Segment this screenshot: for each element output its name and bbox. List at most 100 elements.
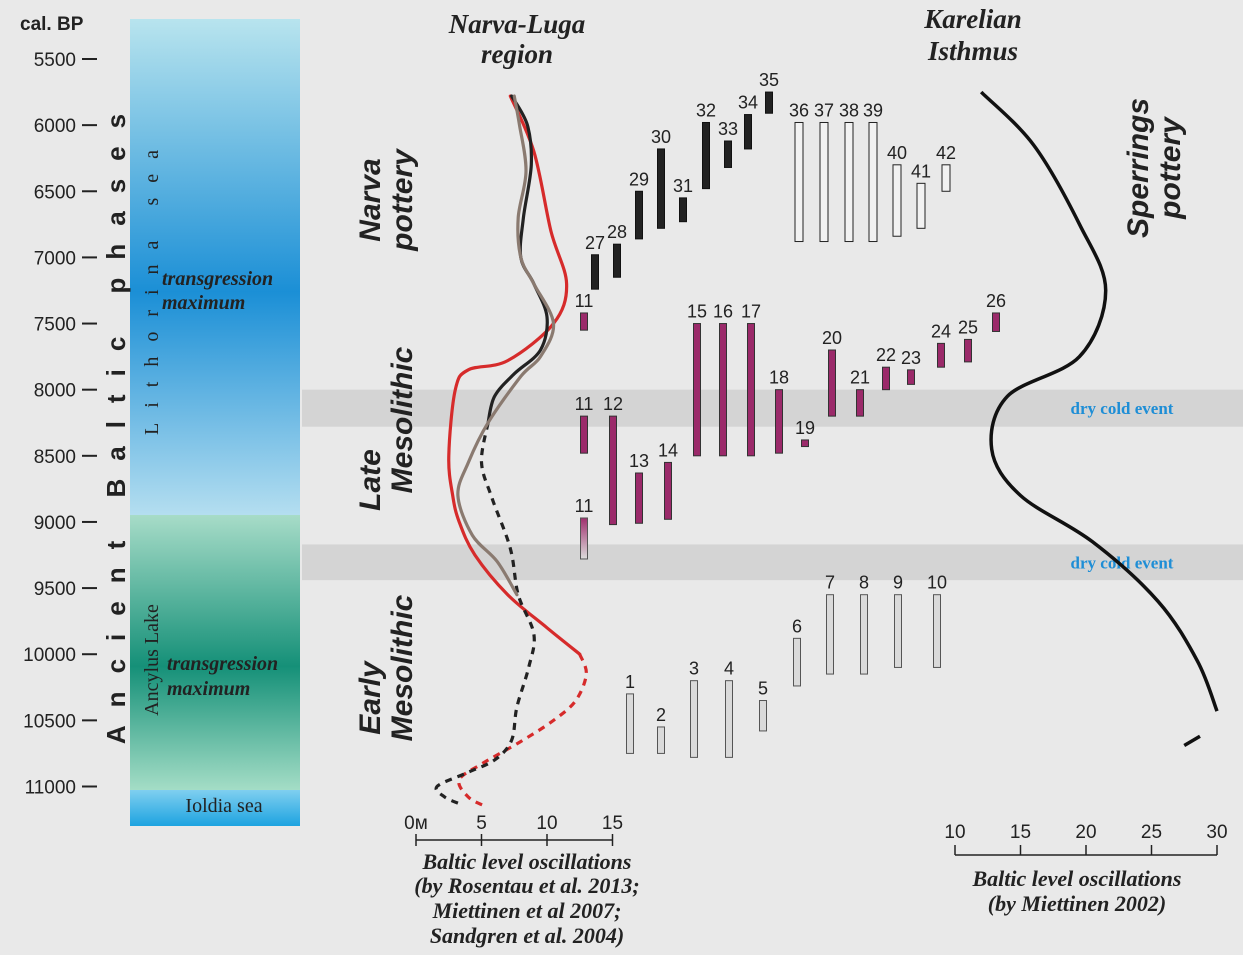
svg-text:Karelian: Karelian bbox=[923, 4, 1022, 34]
y-tick-label: 7500 bbox=[34, 315, 76, 336]
y-tick-label: 6000 bbox=[34, 116, 76, 137]
date-bar-label-14: 14 bbox=[658, 440, 678, 460]
date-bar-label-34: 34 bbox=[738, 93, 758, 113]
right-axis-tick-label: 15 bbox=[1010, 822, 1031, 843]
date-bar-10 bbox=[933, 594, 941, 668]
date-bar-23 bbox=[907, 369, 915, 385]
late-mesolithic-label: Late Mesolithic bbox=[354, 346, 419, 510]
svg-text:pottery: pottery bbox=[386, 148, 419, 252]
y-axis-ticks: 5500 6000 6500 7000 7500 8000 8500 9000 9500 1000… bbox=[23, 50, 97, 798]
karelian-curve-line bbox=[979, 90, 1219, 712]
date-bar-label-31: 31 bbox=[673, 176, 693, 196]
date-bar-20 bbox=[828, 349, 836, 417]
svg-text:Early: Early bbox=[354, 660, 387, 735]
date-bar-33 bbox=[724, 140, 732, 168]
date-bar-11 bbox=[580, 312, 588, 331]
right-axis-tick-label: 30 bbox=[1206, 822, 1227, 843]
right-axis-tick-label: 25 bbox=[1141, 822, 1162, 843]
date-bar-label-1: 1 bbox=[625, 672, 635, 692]
date-bar-label-11: 11 bbox=[575, 496, 594, 516]
date-bar-31 bbox=[679, 197, 687, 223]
date-bar-1 bbox=[626, 693, 634, 754]
svg-text:Baltic level oscillations: Baltic level oscillations bbox=[422, 849, 632, 874]
ancylus-lake-label: Ancylus Lake bbox=[141, 604, 163, 716]
date-bar-37 bbox=[819, 121, 829, 243]
date-bar-label-18: 18 bbox=[769, 368, 789, 388]
svg-text:Narva: Narva bbox=[354, 158, 387, 241]
left-axis-caption: Baltic level oscillations (by Rosentau e… bbox=[414, 849, 640, 948]
date-bar-label-8: 8 bbox=[859, 573, 869, 593]
svg-text:region: region bbox=[481, 39, 553, 69]
svg-text:Mesolithic: Mesolithic bbox=[386, 594, 419, 741]
date-bar-label-21: 21 bbox=[850, 368, 870, 388]
date-bar-label-38: 38 bbox=[839, 100, 859, 120]
svg-text:maximum: maximum bbox=[167, 678, 250, 700]
early-mesolithic-label: Early Mesolithic bbox=[354, 594, 419, 741]
date-bar-label-41: 41 bbox=[911, 161, 931, 181]
svg-text:(by Rosentau et al. 2013;: (by Rosentau et al. 2013; bbox=[414, 873, 640, 898]
date-bar-11 bbox=[580, 415, 588, 454]
date-bar-13 bbox=[635, 472, 643, 524]
ancient-baltic-phases-label: Ancient Baltic phases bbox=[101, 96, 131, 744]
lithorina-sea-band bbox=[130, 19, 300, 515]
y-tick-label: 5500 bbox=[34, 50, 76, 71]
date-bar-label-3: 3 bbox=[689, 659, 699, 679]
svg-text:Narva-Luga: Narva-Luga bbox=[448, 9, 586, 39]
date-bar-34 bbox=[744, 114, 752, 150]
date-bar-label-15: 15 bbox=[687, 302, 707, 322]
date-bar-8 bbox=[860, 594, 868, 675]
karelian-level-curve bbox=[979, 90, 1219, 747]
date-bar-label-11: 11 bbox=[575, 291, 594, 311]
transgression-upper-label: transgression maximum bbox=[162, 268, 273, 314]
svg-text:pottery: pottery bbox=[1154, 116, 1187, 220]
svg-text:Isthmus: Isthmus bbox=[927, 36, 1018, 66]
level-curve-3 bbox=[434, 422, 536, 806]
left-axis-tick-label: 15 bbox=[602, 813, 623, 834]
date-bar-40 bbox=[892, 164, 902, 237]
left-axis-tick-label: 5 bbox=[476, 813, 487, 834]
level-curve-2 bbox=[486, 94, 549, 425]
dry-cold-event-band bbox=[302, 544, 1243, 581]
ancylus-lake-band bbox=[130, 515, 300, 790]
date-bar-35 bbox=[765, 91, 773, 114]
level-curve-0 bbox=[447, 94, 582, 656]
left-axis-tick-label: 0м bbox=[404, 813, 428, 834]
y-tick-label: 8000 bbox=[34, 381, 76, 402]
right-level-axis: 10 15 20 25 30 bbox=[944, 822, 1228, 856]
date-bar-label-39: 39 bbox=[863, 100, 883, 120]
level-curves bbox=[434, 94, 588, 808]
svg-text:Baltic level oscillations: Baltic level oscillations bbox=[972, 866, 1182, 891]
date-bar-label-11: 11 bbox=[575, 394, 594, 414]
date-bar-label-28: 28 bbox=[607, 222, 627, 242]
date-bar-6 bbox=[793, 637, 801, 687]
y-tick-label: 9500 bbox=[34, 579, 76, 600]
date-bar-27 bbox=[591, 254, 599, 290]
date-bar-39 bbox=[868, 121, 878, 243]
date-bar-label-4: 4 bbox=[724, 659, 734, 679]
date-bar-label-20: 20 bbox=[822, 328, 842, 348]
date-bar-32 bbox=[702, 121, 710, 190]
ioldia-sea-label: Ioldia sea bbox=[185, 795, 262, 817]
dry-cold-event-label: dry cold event bbox=[1071, 553, 1174, 572]
date-bar-15 bbox=[693, 323, 701, 457]
date-bar-28 bbox=[613, 243, 621, 278]
date-bar-label-17: 17 bbox=[741, 302, 761, 322]
date-bar-18 bbox=[775, 389, 783, 454]
svg-text:Miettinen et al 2007;: Miettinen et al 2007; bbox=[432, 898, 622, 923]
date-bar-label-42: 42 bbox=[936, 143, 956, 163]
date-bar-label-32: 32 bbox=[696, 100, 716, 120]
date-bar-label-9: 9 bbox=[893, 573, 903, 593]
y-axis-label: cal. BP bbox=[20, 14, 84, 35]
transgression-lower-label: transgression maximum bbox=[167, 653, 278, 700]
date-bar-26 bbox=[992, 312, 1000, 332]
y-tick-label: 11000 bbox=[25, 777, 76, 798]
date-bar-16 bbox=[719, 323, 727, 457]
date-bar-label-10: 10 bbox=[927, 573, 947, 593]
svg-text:maximum: maximum bbox=[162, 292, 245, 314]
date-bar-30 bbox=[657, 148, 665, 229]
date-bar-14 bbox=[664, 461, 672, 520]
date-bar-label-7: 7 bbox=[825, 573, 835, 593]
date-bar-label-37: 37 bbox=[814, 100, 834, 120]
date-bar-2 bbox=[657, 726, 665, 754]
